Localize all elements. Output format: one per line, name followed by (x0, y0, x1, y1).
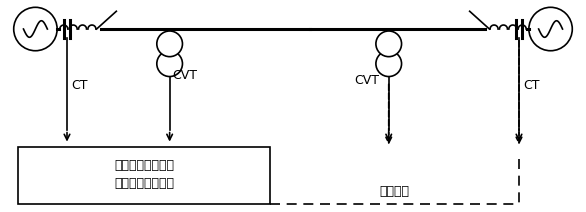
Text: 输电线路保护装置: 输电线路保护装置 (114, 177, 174, 190)
Text: CVT: CVT (173, 69, 197, 82)
Circle shape (376, 51, 401, 77)
Circle shape (157, 31, 182, 57)
Circle shape (376, 31, 401, 57)
Text: CT: CT (71, 79, 87, 92)
Circle shape (157, 51, 182, 77)
Text: 应用本发明方法的: 应用本发明方法的 (114, 159, 174, 172)
Text: CVT: CVT (354, 74, 379, 87)
Text: 光纤通讯: 光纤通讯 (380, 185, 410, 198)
Text: CT: CT (523, 79, 540, 92)
FancyBboxPatch shape (18, 148, 270, 204)
